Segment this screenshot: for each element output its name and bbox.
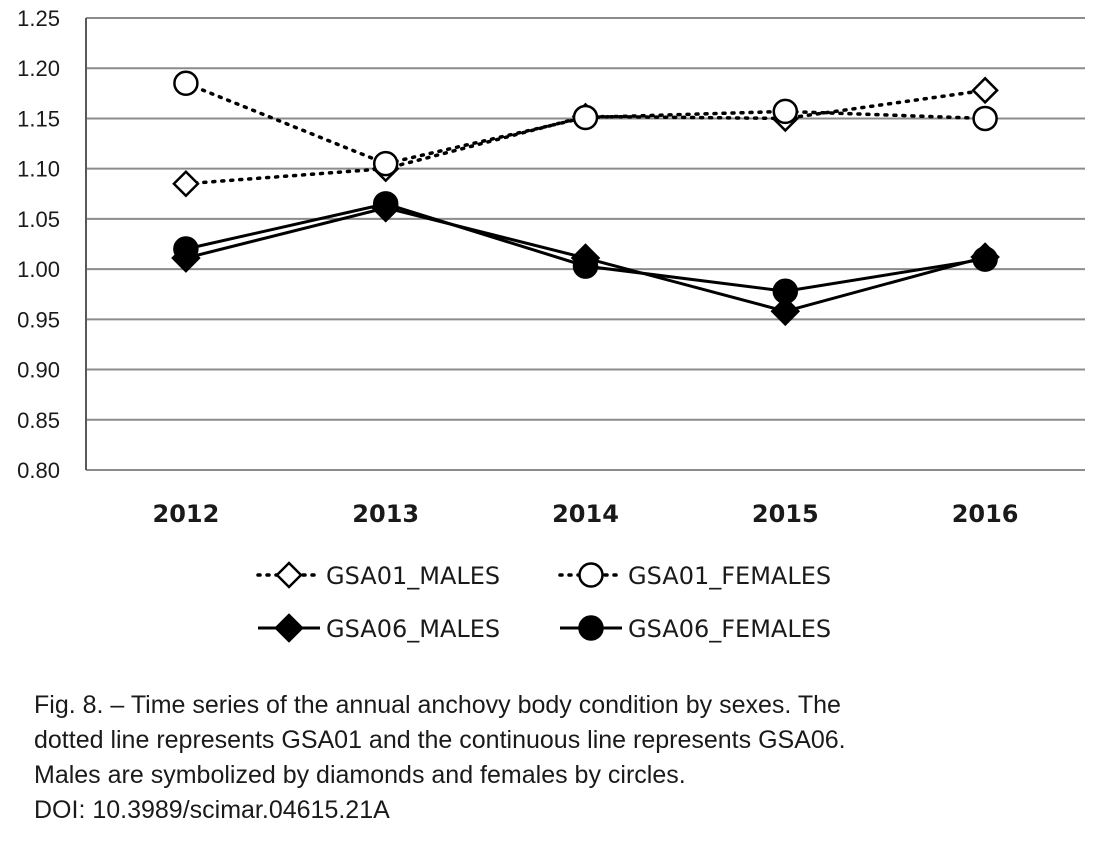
- caption-line: Fig. 8. – Time series of the annual anch…: [34, 691, 841, 719]
- y-tick-label: 1.20: [17, 56, 60, 81]
- legend-label: GSA01_FEMALES: [628, 562, 831, 590]
- data-point: [173, 236, 199, 262]
- line-chart: 0.80 0.85 0.90 0.95 1.00 1.05 1.10 1.15 1.20 1.25…: [17, 6, 1085, 643]
- caption-line: DOI: 10.3989/scimar.04615.21A: [34, 796, 390, 824]
- legend-marker: [578, 615, 604, 641]
- caption-line: Males are symbolized by diamonds and fem…: [34, 761, 686, 789]
- data-point: [372, 150, 399, 177]
- y-tick-label: 0.95: [17, 307, 60, 332]
- data-point: [770, 296, 801, 327]
- x-tick-label: 2015: [752, 500, 819, 528]
- x-axis-ticks: 2012 2013 2014 2015 2016: [153, 500, 1019, 528]
- legend-entry: GSA06_FEMALES: [560, 615, 831, 643]
- y-tick-label: 0.80: [17, 458, 60, 483]
- series-gsa01-females: [173, 70, 998, 177]
- data-point: [772, 278, 799, 304]
- legend-label: GSA01_MALES: [326, 562, 500, 590]
- data-point: [173, 70, 199, 97]
- x-tick-label: 2013: [352, 500, 419, 528]
- x-tick-label: 2016: [952, 500, 1019, 528]
- series-line: [184, 81, 987, 166]
- series-group: [171, 70, 1000, 327]
- series-gsa01-males: [172, 76, 999, 198]
- data-point: [772, 98, 799, 125]
- data-point: [572, 253, 599, 279]
- y-tick-label: 1.15: [17, 106, 60, 131]
- x-tick-label: 2014: [552, 500, 619, 528]
- data-point: [972, 246, 998, 272]
- legend-marker: [274, 613, 304, 643]
- legend: GSA01_MALES GSA01_FEMALES GSA06_MALES GSA06…: [256, 561, 831, 643]
- y-axis-ticks: 0.80 0.85 0.90 0.95 1.00 1.05 1.10 1.15 1.20 1.25: [17, 6, 60, 483]
- y-tick-label: 1.10: [17, 157, 60, 182]
- caption-line: dotted line represents GSA01 and the con…: [34, 726, 846, 754]
- y-tick-label: 1.00: [17, 257, 60, 282]
- data-point: [572, 104, 599, 131]
- y-tick-label: 0.85: [17, 408, 60, 433]
- legend-label: GSA06_FEMALES: [628, 615, 831, 643]
- legend-marker: [578, 562, 604, 588]
- figure-caption: Fig. 8. – Time series of the annual anch…: [34, 688, 1074, 828]
- data-point: [972, 105, 998, 132]
- legend-label: GSA06_MALES: [326, 615, 500, 643]
- y-tick-label: 1.25: [17, 6, 60, 31]
- data-point: [971, 76, 999, 105]
- series-gsa06-females: [173, 191, 998, 304]
- y-tick-label: 0.90: [17, 358, 60, 383]
- legend-entry: GSA06_MALES: [258, 613, 500, 643]
- x-tick-label: 2012: [153, 500, 220, 528]
- legend-entry: GSA01_FEMALES: [558, 562, 831, 590]
- data-point: [372, 191, 399, 217]
- y-tick-label: 1.05: [17, 207, 60, 232]
- legend-marker: [275, 561, 303, 589]
- legend-entry: GSA01_MALES: [256, 561, 500, 590]
- data-point: [172, 169, 200, 198]
